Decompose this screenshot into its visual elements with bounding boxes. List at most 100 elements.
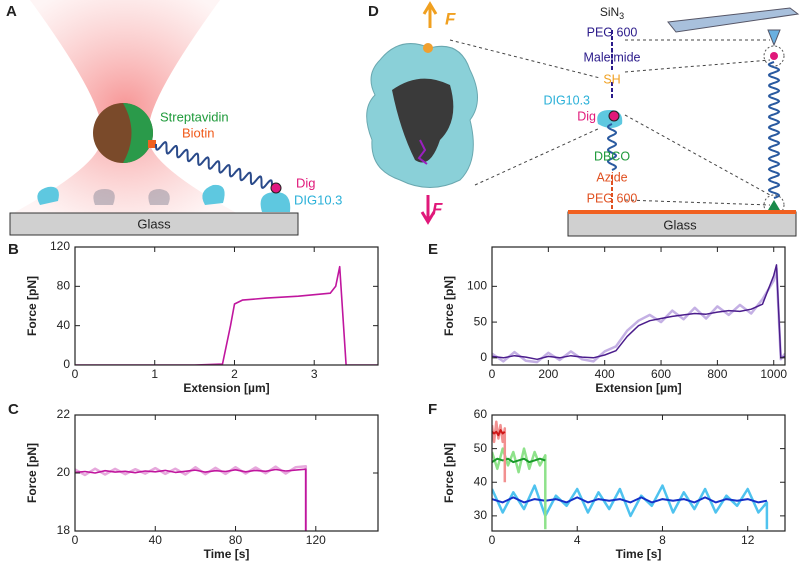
plot-lines [75,265,378,365]
x-tick-label: 2 [231,367,238,381]
y-axis-label: Force [pN] [25,443,39,503]
x-tick-label: 8 [659,533,666,547]
diagram-d: D F F SiN3 PEG 600 Maleimide SH DIG10.3 Dig D… [366,1,800,237]
data-line [75,265,378,365]
panel-label: D [368,3,379,20]
x-tick-label: 400 [595,367,615,381]
y-tick-label: 100 [467,279,487,293]
x-tick-label: 200 [538,367,558,381]
protein [148,189,170,205]
highlight [763,45,785,67]
data-line [492,264,785,361]
x-tick-label: 800 [707,367,727,381]
dig [608,110,620,122]
protein [260,192,291,212]
plot-frame [491,414,786,532]
panel-label: A [6,3,17,20]
x-tick-label: 600 [651,367,671,381]
force-arrow [422,1,438,28]
y-tick-label: 50 [474,441,488,455]
plot-lines [492,420,769,530]
streptavidin [123,103,153,163]
chain-labels: PEG 600 Maleimide SH DIG10.3 Dig DBCO Azide PEG… [543,25,640,205]
x-tick-label: 40 [149,533,163,547]
chain-label: Maleimide [584,50,641,64]
y-axis-label: Force [pN] [442,276,456,336]
chain-label: Dig [577,109,596,123]
diagram-a: A Streptavidin Biotin Dig DIG10.3 Glass [6,0,342,236]
label: Glass [137,216,171,231]
x-tick-label: 4 [574,533,581,547]
dna-helix [607,123,617,171]
panel-label: C [8,401,19,418]
label: Biotin [182,125,215,140]
panel-label: B [8,241,19,258]
y-tick-label: 30 [474,508,488,522]
tip [767,29,781,47]
y-tick-label: 40 [474,474,488,488]
dna-helix [767,61,781,199]
dna-helix [155,141,273,189]
x-tick-label: 80 [229,533,243,547]
panel-label: E [428,241,438,258]
y-axis-label: Force [pN] [442,443,456,503]
x-axis-label: Time [s] [204,547,250,561]
label: SiN3 [600,5,624,21]
x-tick-label: 120 [306,533,326,547]
x-tick-label: 0 [72,533,79,547]
panel-label: F [428,401,437,418]
data-line [492,496,768,504]
force-arrow [420,195,436,225]
label: DIG10.3 [294,192,342,207]
x-tick-label: 12 [741,533,755,547]
plot-frame [491,246,786,366]
y-tick-label: 40 [57,318,71,332]
y-tick-label: 120 [50,239,70,253]
chain-label: SH [603,72,620,86]
x-tick-label: 0 [72,367,79,381]
x-axis-label: Extension [µm] [595,381,681,395]
label-text: SiN [600,5,619,19]
protein [93,189,115,205]
x-axis-label: Time [s] [616,547,662,561]
chain-label: DIG10.3 [543,93,590,107]
label-subscript: 3 [619,11,624,21]
chain-label: PEG 600 [587,25,638,39]
label: Streptavidin [160,109,229,124]
data-line [492,457,546,464]
cantilever [667,7,800,33]
ligand [417,139,428,165]
y-tick-label: 18 [57,523,71,537]
y-axis-label: Force [pN] [25,276,39,336]
x-tick-label: 1000 [760,367,787,381]
label: Dig [296,175,316,190]
data-line [492,484,769,530]
y-tick-label: 80 [57,279,71,293]
y-tick-label: 0 [480,350,487,364]
plot-lines [75,465,308,531]
surface-coating [568,210,796,214]
y-tick-label: 50 [474,314,488,328]
plot-lines [492,264,785,364]
guide-line [624,39,771,206]
protein [37,186,59,205]
data-line [75,465,308,531]
protein [202,184,225,205]
x-tick-label: 1 [151,367,158,381]
binding-pocket [392,78,454,163]
force-label: F [432,199,443,218]
attachment [423,43,433,53]
highlight [763,194,785,216]
y-tick-label: 22 [57,407,71,421]
data-line [75,468,307,531]
dig [270,182,282,194]
data-line [492,267,785,364]
biotin [148,140,156,148]
plot-frame [74,246,379,366]
guide-line [449,39,601,186]
x-tick-label: 0 [489,533,496,547]
x-tick-label: 3 [311,367,318,381]
chain-label: Azide [596,170,627,184]
y-tick-label: 20 [57,465,71,479]
